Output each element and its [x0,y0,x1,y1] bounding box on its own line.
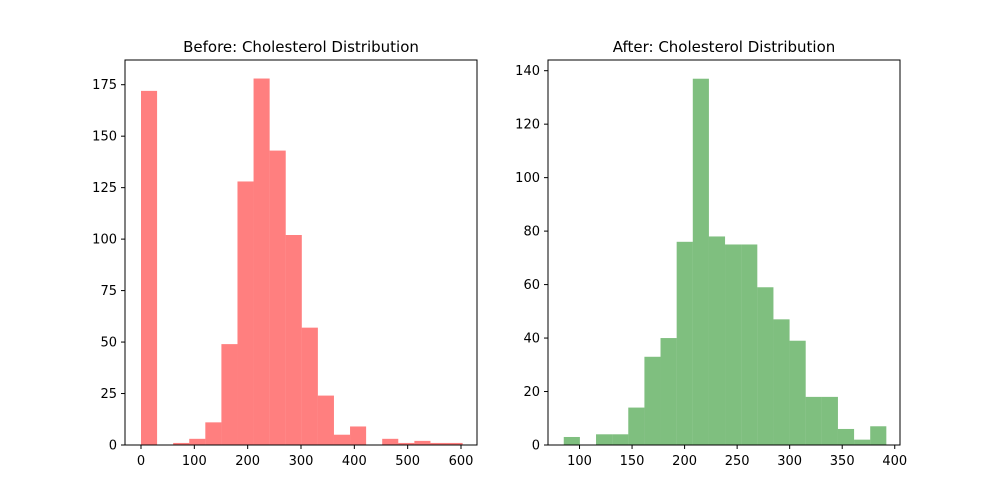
before-x-tick-label: 400 [342,454,367,469]
after-bar [757,287,774,445]
before-chart-title: Before: Cholesterol Distribution [183,38,419,56]
after-bar [563,436,580,445]
after-bar [821,396,838,446]
before-y-tick-label: 125 [92,181,117,196]
after-bar [789,340,806,445]
after-bar [676,241,693,445]
before-bar [205,422,222,445]
before-x-tick-label: 100 [182,454,207,469]
before-bar [301,327,318,445]
after-bar [644,356,661,445]
after-bar [612,434,629,445]
after-bar [596,434,613,445]
before-bar [430,442,447,445]
after-bar [628,407,645,445]
before-bar [285,235,302,445]
before-x-tick-label: 200 [235,454,260,469]
before-axis-ticks: 0 100 200 300 400 500 600 0 25 50 75 100 125 150 175 [92,78,473,469]
after-x-tick-label: 400 [882,454,907,469]
after-y-tick-label: 120 [515,118,540,133]
after-bar [837,428,855,445]
after-bars [563,78,887,446]
before-bar [269,150,286,445]
after-y-tick-label: 140 [515,64,540,79]
before-bar [141,90,158,445]
after-bar [692,78,709,445]
before-bar [173,442,190,445]
after-bar [741,244,758,445]
before-y-tick-label: 0 [109,439,117,454]
before-bar [317,395,334,445]
before-y-tick-label: 175 [92,78,117,93]
after-x-tick-label: 150 [620,454,645,469]
before-bar [189,438,206,445]
after-y-tick-label: 100 [515,171,540,186]
after-axes-frame [547,59,901,446]
after-y-tick-label: 0 [532,439,540,454]
after-bar [805,396,822,446]
after-y-tick-label: 60 [523,278,540,293]
after-bar [660,338,677,445]
before-bar [350,426,367,445]
before-bar [398,442,415,445]
before-x-tick-label: 300 [289,454,314,469]
before-x-tick-label: 0 [137,454,145,469]
after-x-tick-label: 200 [672,454,697,469]
before-axes-frame [124,59,478,446]
before-y-tick-label: 25 [100,387,117,402]
after-x-tick-label: 250 [725,454,750,469]
after-x-tick-label: 100 [567,454,592,469]
after-bar [870,426,887,445]
after-histogram-panel: After: Cholesterol Distribution 100 150 20… [515,38,907,469]
before-bar [414,440,431,445]
before-x-tick-label: 500 [395,454,420,469]
before-x-tick-label: 600 [449,454,474,469]
after-y-tick-label: 40 [523,332,540,347]
before-y-tick-label: 50 [100,336,117,351]
after-y-tick-label: 80 [523,225,540,240]
after-bar [725,244,742,445]
after-y-tick-label: 20 [523,385,540,400]
after-axis-ticks: 100 150 200 250 300 350 400 0 20 40 60 80 100 120 140 [515,64,907,469]
before-bars [141,78,463,445]
before-bar [221,344,238,445]
after-x-tick-label: 350 [830,454,855,469]
before-bar [237,181,254,445]
before-bar [382,438,399,445]
before-bar [253,78,270,445]
before-histogram-panel: Before: Cholesterol Distribution 0 100 200… [92,38,478,469]
before-y-tick-label: 150 [92,130,117,145]
before-y-tick-label: 75 [100,284,117,299]
after-x-tick-label: 300 [777,454,802,469]
after-bar [773,319,790,445]
after-bar [854,439,871,445]
before-bar [446,442,463,445]
after-bar [708,236,726,445]
after-chart-title: After: Cholesterol Distribution [613,38,836,56]
before-bar [333,434,351,445]
before-y-tick-label: 100 [92,233,117,248]
